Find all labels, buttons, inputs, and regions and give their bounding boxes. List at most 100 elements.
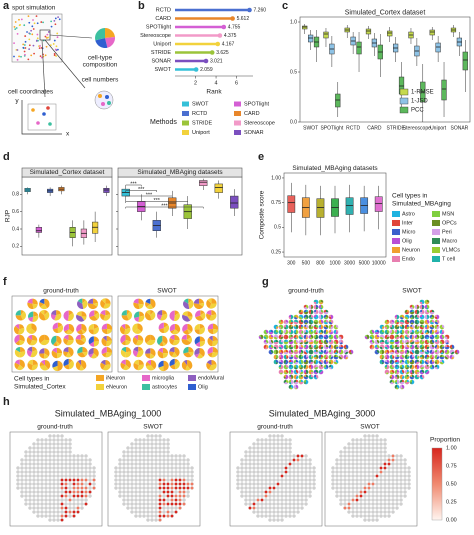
- spot-pie-slice: [323, 326, 328, 330]
- spot-pie-slice: [311, 344, 314, 349]
- spot: [236, 478, 240, 482]
- spot: [48, 502, 52, 506]
- spot-pie-slice: [404, 369, 407, 374]
- panel-label: e: [258, 151, 264, 163]
- spot: [56, 506, 60, 510]
- spot: [276, 506, 280, 510]
- spot-pie-slice: [331, 349, 334, 355]
- spot: [158, 474, 162, 478]
- spot: [158, 438, 162, 442]
- spot: [56, 454, 60, 458]
- spot: [371, 490, 375, 494]
- spot-pie-slice: [402, 384, 405, 390]
- spot-pie-slice: [306, 364, 309, 369]
- spot: [178, 462, 182, 466]
- spot: [170, 510, 174, 514]
- spot: [36, 502, 40, 506]
- spot-pie-slice: [125, 351, 132, 358]
- spot: [300, 462, 304, 466]
- spot-pie-slice: [372, 344, 375, 349]
- spot-pie-slice: [39, 298, 45, 304]
- spot-pie-slice: [333, 340, 337, 345]
- spot-pie-slice: [291, 374, 294, 380]
- spot: [162, 442, 166, 446]
- spot-pie-slice: [137, 364, 144, 371]
- spot: [343, 454, 347, 458]
- spot: [248, 502, 252, 506]
- spot-pie-slice: [288, 316, 291, 320]
- y-tick-label: 0.8: [12, 192, 19, 198]
- spot-pie-slice: [288, 356, 294, 360]
- spot-pie-slice: [87, 298, 93, 304]
- spot-pie-slice: [279, 321, 284, 325]
- spot: [118, 470, 122, 474]
- spot: [343, 490, 347, 494]
- spot-pie-slice: [392, 324, 395, 330]
- spot: [76, 470, 80, 474]
- cell-dot: [40, 21, 43, 23]
- spot-pie-slice: [306, 356, 309, 359]
- spot: [272, 506, 276, 510]
- spot: [264, 458, 268, 462]
- spot-pie-slice: [389, 319, 392, 324]
- spot-pie-slice: [392, 329, 395, 332]
- spot-pie-slice: [379, 354, 382, 360]
- spot-pie-slice: [389, 339, 392, 342]
- spot: [308, 474, 312, 478]
- spot-pie-slice: [303, 314, 306, 319]
- spot: [264, 490, 268, 494]
- spot-pie-slice: [434, 314, 437, 317]
- spot: [114, 482, 118, 486]
- spot-pie-slice: [320, 357, 324, 360]
- spot-pie-slice: [56, 353, 63, 359]
- spot: [280, 494, 284, 498]
- spot-pie-slice: [430, 351, 435, 355]
- spot: [308, 486, 312, 490]
- spot-pie-slice: [447, 344, 450, 348]
- spot: [240, 466, 244, 470]
- spot: [288, 490, 292, 494]
- spot-pie-slice: [369, 342, 374, 345]
- spot: [68, 490, 72, 494]
- spot: [122, 450, 126, 454]
- spot: [40, 454, 44, 458]
- spot-pie-slice: [311, 354, 313, 357]
- spot: [138, 474, 142, 478]
- cell-dot: [58, 18, 61, 21]
- spot-pie-slice: [409, 359, 412, 363]
- spot-pie-slice: [283, 374, 286, 377]
- spot: [122, 502, 126, 506]
- spot: [387, 514, 391, 518]
- spot: [252, 502, 256, 506]
- spot-pie-slice: [321, 364, 323, 367]
- spot-pie-slice: [174, 346, 180, 357]
- spot-pie-slice: [384, 364, 387, 368]
- spot: [170, 514, 174, 518]
- spot: [379, 482, 383, 486]
- spot: [268, 446, 272, 450]
- spot-pie-slice: [401, 344, 405, 350]
- spot: [264, 446, 268, 450]
- spot-pie-slice: [338, 339, 341, 344]
- spot: [166, 442, 170, 446]
- spot-pie-slice: [417, 344, 420, 349]
- panel-title: Simulated_MBAging_3000: [269, 408, 376, 418]
- spot-pie-slice: [404, 324, 407, 330]
- spot: [118, 458, 122, 462]
- spot-pie-slice: [409, 346, 412, 349]
- spot-pie-slice: [417, 339, 420, 342]
- spot-pie-slice: [288, 366, 293, 370]
- spot: [268, 458, 272, 462]
- spot: [16, 474, 20, 478]
- spot-pie-slice: [372, 339, 375, 344]
- spot-pie-slice: [273, 329, 276, 334]
- spot: [292, 470, 296, 474]
- spot-pie-slice: [303, 349, 306, 352]
- spot: [60, 466, 64, 470]
- spot: [272, 518, 276, 522]
- spot-pie-slice: [414, 321, 419, 325]
- spot-pie-slice: [397, 339, 399, 342]
- coord-cell: [36, 121, 40, 125]
- spot: [244, 498, 248, 502]
- spot: [355, 466, 359, 470]
